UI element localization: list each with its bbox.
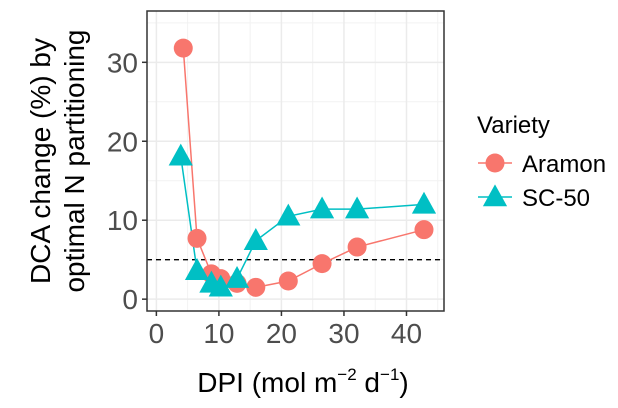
legend-label-sc50: SC-50	[522, 185, 590, 212]
x-tick-label: 0	[149, 318, 165, 349]
data-point-triangle	[276, 203, 301, 226]
panel-border	[146, 10, 445, 312]
data-point-triangle	[184, 258, 210, 280]
legend-key-triangle	[482, 184, 508, 207]
x-tick-label: 10	[203, 318, 234, 349]
data-point-circle	[347, 237, 367, 257]
legend-title: Variety	[477, 112, 550, 139]
x-axis-title-end: )	[399, 367, 408, 398]
data-point-circle	[187, 228, 207, 248]
x-axis-ticks: 0 10 20 30 40	[149, 311, 422, 349]
y-tick-label: 0	[122, 284, 138, 315]
data-point-triangle	[168, 143, 193, 166]
data-point-triangle	[411, 191, 437, 214]
legend-keys	[478, 153, 512, 207]
y-axis-title-line2: optimal N partitioning	[59, 29, 90, 292]
y-axis-ticks: 0 10 20 30	[107, 47, 147, 315]
y-tick-label: 10	[107, 205, 138, 236]
data-point-triangle	[344, 196, 370, 219]
x-axis-title-sup2: −1	[380, 365, 399, 384]
x-axis-title-mid: d	[357, 367, 380, 398]
data-point-circle	[278, 271, 298, 291]
x-axis-title-sup1: −2	[337, 365, 356, 384]
y-axis-title-line1: DCA change (%) by	[25, 38, 56, 284]
data-point-circle	[414, 220, 434, 240]
y-tick-label: 30	[107, 47, 138, 78]
grid-major	[147, 11, 444, 311]
x-tick-label: 20	[266, 318, 297, 349]
legend-label-aramon: Aramon	[522, 151, 606, 178]
y-tick-label: 20	[107, 126, 138, 157]
x-tick-label: 40	[391, 318, 422, 349]
legend-key-circle	[485, 153, 505, 173]
series-points	[168, 38, 437, 297]
x-tick-label: 30	[328, 318, 359, 349]
data-point-circle	[173, 38, 193, 58]
data-point-triangle	[208, 274, 233, 297]
x-axis-title: DPI (mol m−2 d−1)	[197, 365, 408, 398]
data-point-triangle	[309, 196, 335, 219]
data-point-circle	[312, 254, 332, 274]
x-axis-title-main: DPI (mol m	[197, 367, 337, 398]
data-point-triangle	[243, 228, 268, 250]
data-point-triangle	[224, 265, 250, 288]
data-point-circle	[246, 277, 266, 297]
